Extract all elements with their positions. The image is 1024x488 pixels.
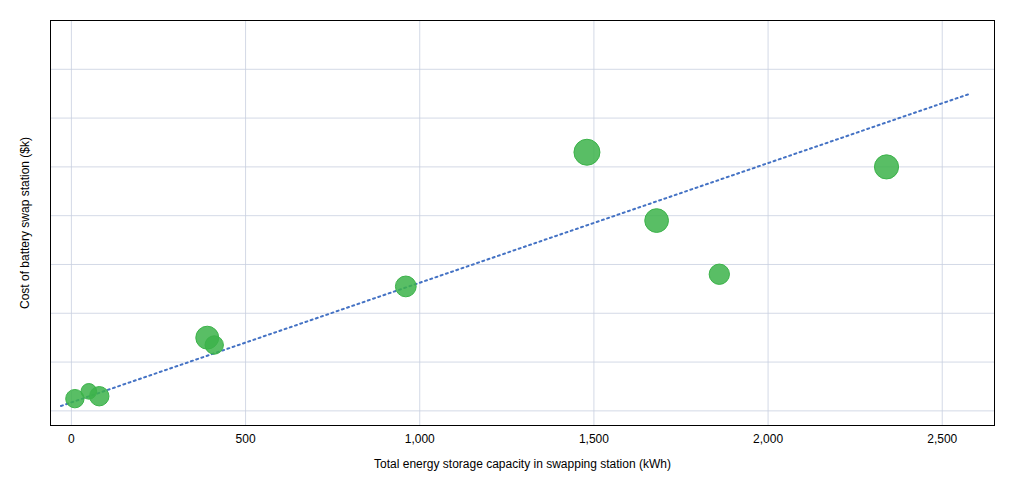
- svg-text:2,500: 2,500: [927, 432, 957, 446]
- svg-text:1,500: 1,500: [579, 432, 609, 446]
- svg-text:Cost of battery swap station (: Cost of battery swap station ($k): [18, 137, 32, 309]
- svg-text:Total energy storage capacity: Total energy storage capacity in swappin…: [374, 457, 671, 471]
- svg-text:2,000: 2,000: [753, 432, 783, 446]
- svg-text:1,000: 1,000: [405, 432, 435, 446]
- svg-text:0: 0: [68, 432, 75, 446]
- svg-text:500: 500: [236, 432, 256, 446]
